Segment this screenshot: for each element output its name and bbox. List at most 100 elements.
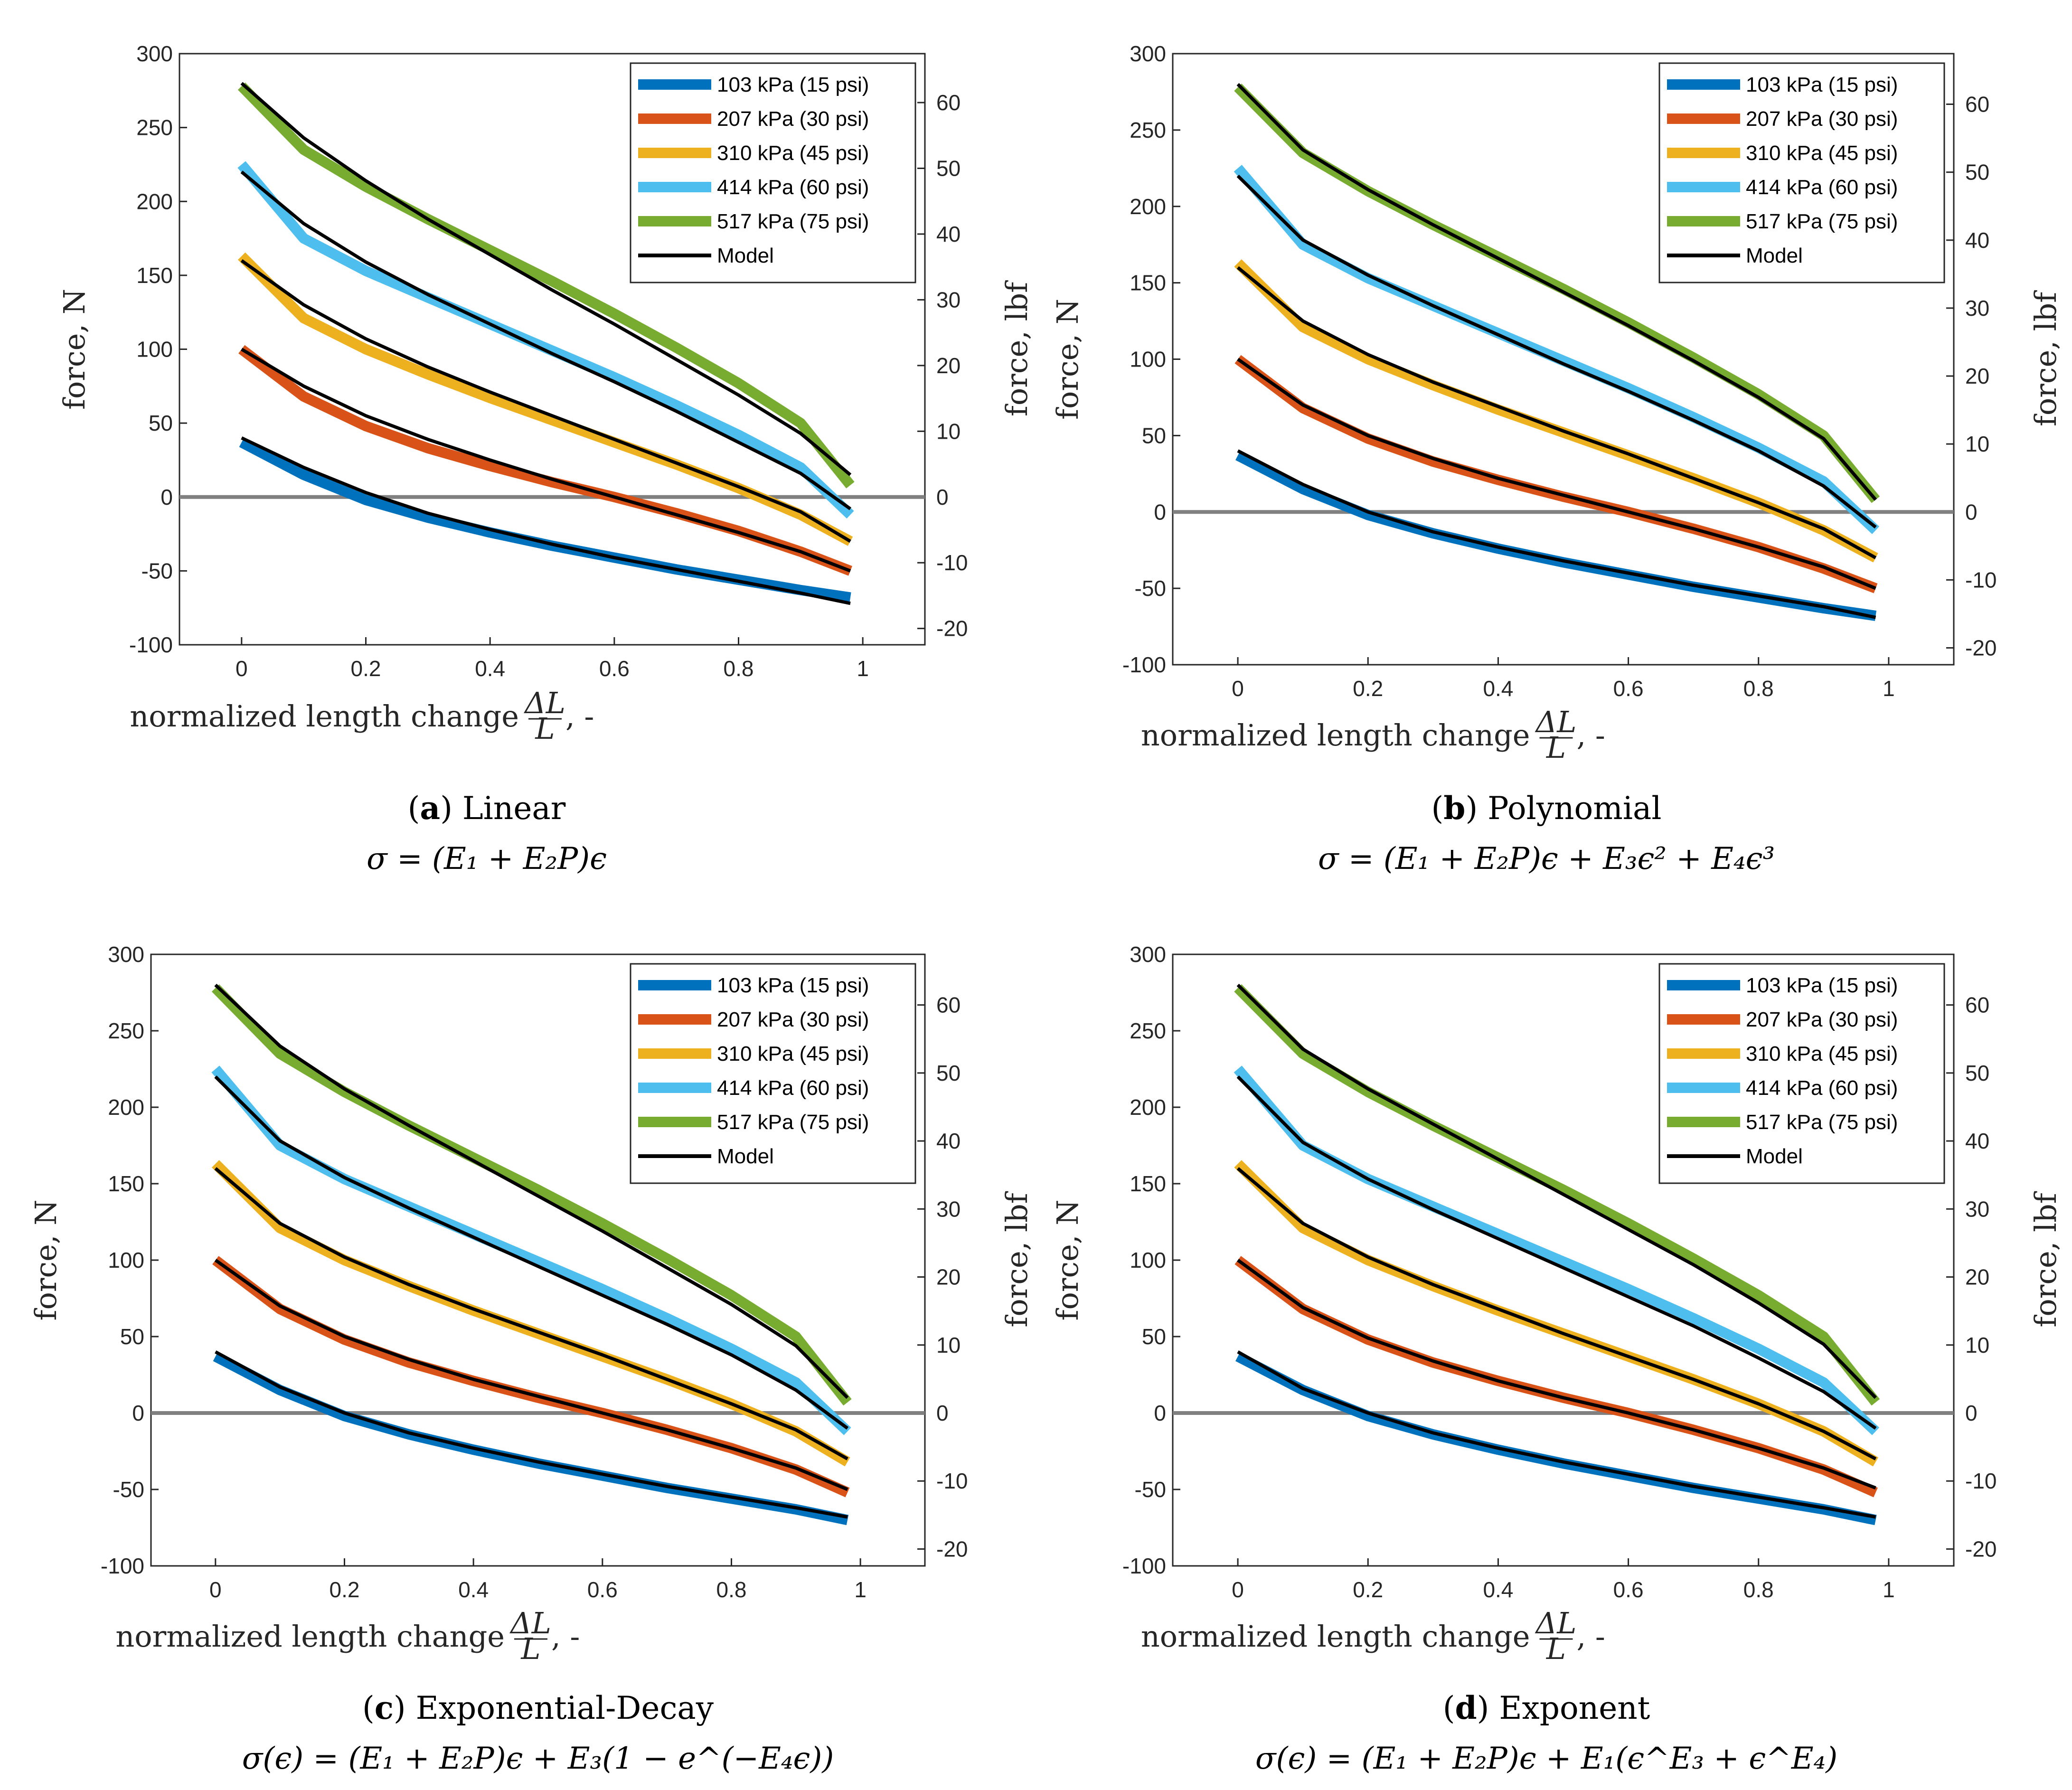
legend-label: 207 kPa (30 psi) bbox=[717, 1008, 869, 1031]
x-tick-label: 0.4 bbox=[1483, 676, 1513, 701]
y-tick-label: 100 bbox=[108, 1248, 144, 1272]
y-right-tick-label: 30 bbox=[936, 1196, 961, 1221]
x-tick-label: 1 bbox=[857, 656, 869, 681]
y-tick-label: 150 bbox=[1130, 1171, 1166, 1196]
y-tick-label: 250 bbox=[136, 115, 173, 140]
legend-label: 310 kPa (45 psi) bbox=[717, 1042, 869, 1065]
chart-panel-a: -100-50050100150200250300-20-10010203040… bbox=[57, 41, 1034, 876]
y-right-tick-label: -20 bbox=[1965, 635, 1997, 660]
y-tick-label: 0 bbox=[1154, 499, 1166, 524]
caption-equation: σ(ϵ) = (E₁ + E₂P)ϵ + E₁(ϵ^E₃ + ϵ^E₄) bbox=[1255, 1741, 1837, 1776]
y-tick-label: -50 bbox=[113, 1477, 144, 1502]
x-label-frac-den: L bbox=[535, 711, 555, 746]
y-tick-label: 50 bbox=[1142, 423, 1166, 448]
x-tick-label: 0.6 bbox=[1613, 676, 1644, 701]
y-right-tick-label: 10 bbox=[1965, 432, 1989, 456]
caption-title: (c) Exponential-Decay bbox=[362, 1689, 714, 1726]
x-tick-label: 0.2 bbox=[1353, 676, 1383, 701]
y-tick-label: -50 bbox=[1135, 576, 1166, 601]
legend-label: 517 kPa (75 psi) bbox=[717, 1111, 869, 1134]
model-line bbox=[1236, 174, 1877, 529]
y-tick-label: -100 bbox=[101, 1554, 144, 1578]
legend-box bbox=[630, 963, 916, 1184]
y-tick-label: -100 bbox=[129, 632, 173, 657]
y-right-tick-label: 40 bbox=[936, 222, 961, 246]
model-line bbox=[241, 436, 851, 605]
series-line bbox=[211, 1065, 851, 1435]
x-label-frac-num: ΔL bbox=[509, 1606, 551, 1640]
legend-label: 414 kPa (60 psi) bbox=[1746, 1076, 1898, 1100]
x-tick-label: 1 bbox=[1883, 676, 1895, 701]
y-tick-label: 0 bbox=[1154, 1401, 1166, 1425]
x-tick-label: 0.8 bbox=[716, 1577, 747, 1602]
y-axis-right-label: force, lbf bbox=[999, 1191, 1034, 1327]
y-right-tick-label: -20 bbox=[1965, 1536, 1997, 1561]
y-tick-label: -100 bbox=[1122, 652, 1166, 677]
legend-label: 103 kPa (15 psi) bbox=[717, 974, 869, 997]
caption-equation: σ = (E₁ + E₂P)ϵ + E₃ϵ² + E₄ϵ³ bbox=[1318, 841, 1775, 876]
y-right-tick-label: 10 bbox=[1965, 1333, 1989, 1357]
x-label-frac-num: ΔL bbox=[524, 686, 565, 720]
y-right-tick-label: 30 bbox=[936, 287, 961, 312]
legend-label: Model bbox=[1746, 244, 1803, 267]
y-right-tick-label: 60 bbox=[1965, 92, 1989, 117]
x-label-frac-num: ΔL bbox=[1535, 705, 1577, 739]
legend-label: 414 kPa (60 psi) bbox=[717, 1076, 869, 1100]
y-tick-label: 250 bbox=[1130, 118, 1166, 142]
model-line bbox=[1237, 449, 1876, 619]
y-axis-right-label: force, lbf bbox=[2028, 1191, 2063, 1327]
y-right-tick-label: -10 bbox=[1965, 567, 1997, 592]
x-axis-label: normalized length change bbox=[1141, 718, 1530, 753]
y-tick-label: 50 bbox=[1142, 1324, 1166, 1349]
y-tick-label: 200 bbox=[1130, 1095, 1166, 1120]
x-tick-label: 0.6 bbox=[587, 1577, 618, 1602]
model-line bbox=[1236, 266, 1877, 559]
y-tick-label: 250 bbox=[1130, 1018, 1166, 1043]
y-right-tick-label: 10 bbox=[936, 1333, 961, 1357]
model-line bbox=[214, 1167, 848, 1460]
y-tick-label: 300 bbox=[136, 41, 173, 66]
legend-label: 310 kPa (45 psi) bbox=[1746, 1042, 1898, 1065]
x-tick-label: 0 bbox=[1232, 1577, 1244, 1602]
x-tick-label: 0.6 bbox=[1613, 1577, 1644, 1602]
x-label-frac-den: L bbox=[1546, 730, 1566, 765]
x-axis-label-suffix: , - bbox=[1577, 718, 1605, 753]
legend-label: 207 kPa (30 psi) bbox=[717, 107, 869, 131]
y-tick-label: -100 bbox=[1122, 1554, 1166, 1578]
x-label-frac-den: L bbox=[520, 1631, 540, 1666]
y-tick-label: 150 bbox=[136, 263, 173, 288]
y-tick-label: 300 bbox=[1130, 942, 1166, 967]
legend-label: 310 kPa (45 psi) bbox=[717, 141, 869, 165]
y-axis-label: force, N bbox=[28, 1200, 63, 1321]
y-tick-label: 100 bbox=[1130, 1248, 1166, 1272]
series-line bbox=[211, 984, 852, 1406]
y-right-tick-label: -20 bbox=[936, 1536, 968, 1561]
series-line bbox=[1234, 165, 1880, 534]
series-line bbox=[237, 82, 855, 489]
y-right-tick-label: 60 bbox=[936, 993, 961, 1017]
y-right-tick-label: -10 bbox=[1965, 1469, 1997, 1493]
y-tick-label: 150 bbox=[1130, 271, 1166, 295]
x-tick-label: 0.4 bbox=[458, 1577, 489, 1602]
y-tick-label: 150 bbox=[108, 1171, 144, 1196]
y-tick-label: 250 bbox=[108, 1018, 144, 1043]
y-right-tick-label: 10 bbox=[936, 419, 961, 443]
y-right-tick-label: 60 bbox=[1965, 993, 1989, 1017]
y-right-tick-label: 0 bbox=[1965, 499, 1978, 524]
x-axis-label-suffix: , - bbox=[1577, 1619, 1605, 1654]
y-right-tick-label: -10 bbox=[936, 1469, 968, 1493]
y-tick-label: -50 bbox=[141, 558, 173, 583]
y-axis-right-label: force, lbf bbox=[2028, 290, 2063, 426]
model-line bbox=[1236, 983, 1877, 1399]
caption-title: (a) Linear bbox=[408, 790, 566, 827]
legend-label: 207 kPa (30 psi) bbox=[1746, 107, 1898, 131]
x-axis-label-suffix: , - bbox=[565, 699, 594, 734]
model-line bbox=[215, 1350, 848, 1519]
x-tick-label: 0.8 bbox=[724, 656, 754, 681]
model-line bbox=[214, 1075, 849, 1430]
y-right-tick-label: 30 bbox=[1965, 1196, 1989, 1221]
y-tick-label: 50 bbox=[120, 1324, 144, 1349]
x-tick-label: 1 bbox=[854, 1577, 866, 1602]
y-right-tick-label: 50 bbox=[1965, 1061, 1989, 1085]
model-line bbox=[1236, 1167, 1877, 1460]
